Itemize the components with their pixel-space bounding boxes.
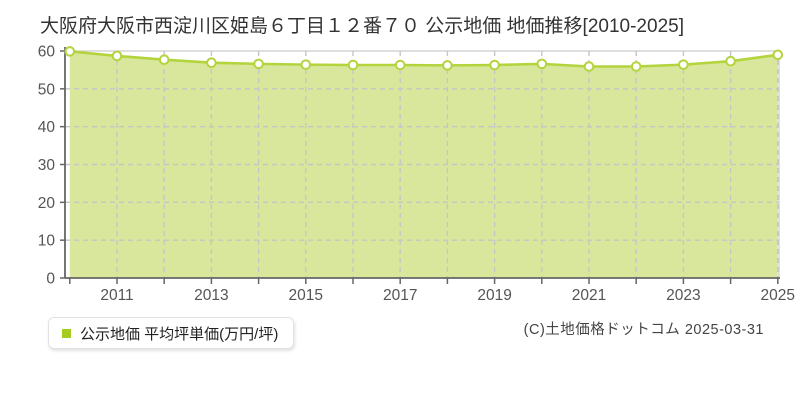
copyright-text: (C)土地価格ドットコム 2025-03-31 — [523, 322, 764, 338]
legend-box: 公示地価 平均坪単価(万円/坪) — [48, 317, 295, 349]
svg-text:50: 50 — [38, 81, 56, 98]
svg-text:0: 0 — [46, 271, 55, 288]
svg-text:2017: 2017 — [383, 287, 417, 304]
svg-text:2023: 2023 — [666, 287, 700, 304]
svg-text:2013: 2013 — [194, 287, 228, 304]
svg-text:20: 20 — [38, 195, 56, 212]
svg-text:30: 30 — [38, 157, 56, 174]
svg-text:40: 40 — [38, 119, 56, 136]
svg-text:2025: 2025 — [761, 287, 795, 304]
svg-text:60: 60 — [38, 44, 56, 61]
chart-title: 大阪府大阪市西淀川区姫島６丁目１２番７０ 公示地価 地価推移[2010-2025… — [40, 16, 684, 37]
svg-text:10: 10 — [38, 233, 56, 250]
price-trend-chart: 0 10 20 30 40 50 60 2011 2013 2015 2017 2019 2021 202… — [38, 44, 795, 305]
svg-text:2021: 2021 — [572, 287, 606, 304]
svg-text:2019: 2019 — [477, 287, 511, 304]
legend-series-label: 公示地価 平均坪単価(万円/坪) — [80, 325, 279, 343]
legend-series-marker-icon — [62, 328, 71, 338]
svg-text:2015: 2015 — [289, 287, 323, 304]
svg-text:2011: 2011 — [100, 287, 133, 304]
